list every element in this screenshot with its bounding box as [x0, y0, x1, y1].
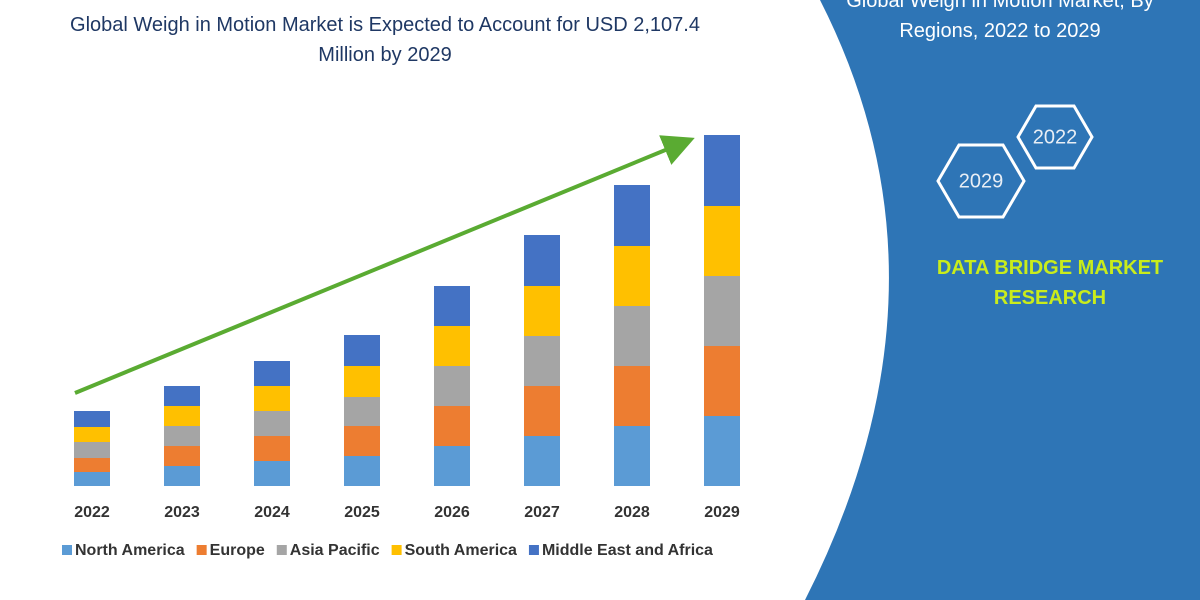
bar-segment	[254, 411, 290, 436]
x-tick-label: 2022	[74, 504, 110, 521]
x-tick-label: 2029	[704, 504, 740, 521]
bar-segment	[164, 426, 200, 446]
bar-segment	[524, 436, 560, 486]
bar-segment	[254, 461, 290, 486]
bar-segment	[344, 335, 380, 366]
bar-segment	[614, 185, 650, 246]
legend-swatch	[276, 545, 287, 555]
badge-label: 2022	[1033, 126, 1078, 148]
bar-segment	[434, 366, 470, 406]
legend-swatch	[528, 545, 539, 555]
hexagon	[1016, 104, 1094, 170]
bar-segment	[164, 406, 200, 426]
bar-segment	[704, 206, 740, 276]
hexagon	[936, 143, 1026, 219]
bar-segment	[434, 446, 470, 486]
bar-segment	[344, 456, 380, 486]
legend-label: North America	[75, 542, 185, 559]
legend-swatch	[391, 545, 402, 555]
bar-segment	[344, 397, 380, 426]
brand: DATA BRIDGE MARKET RESEARCH	[936, 257, 1164, 309]
bar-segment	[164, 386, 200, 406]
bar-segment	[74, 472, 110, 486]
badge-shapes	[936, 104, 1094, 219]
legend-swatch	[196, 545, 207, 555]
badge-label: 2029	[959, 170, 1004, 192]
bar-segment	[254, 361, 290, 386]
panel-title: Global Weigh in Motion Market, By Region…	[846, 0, 1154, 42]
bar-segment	[614, 366, 650, 426]
bar-segment	[254, 386, 290, 411]
bar-segment	[74, 458, 110, 472]
legend-swatch	[62, 545, 72, 555]
plot: 2022 2023 2024 2025 2026 2027 2028 2029 North Am…	[62, 135, 740, 559]
x-tick-label: 2023	[164, 504, 200, 521]
bar-segment	[704, 346, 740, 416]
x-tick-label: 2025	[344, 504, 380, 521]
legend-label: Middle East and Africa	[542, 542, 713, 559]
bar-segment	[524, 235, 560, 286]
bar-segment	[344, 426, 380, 456]
x-tick-label: 2028	[614, 504, 650, 521]
bar-segment	[704, 276, 740, 346]
bar-segment	[614, 426, 650, 486]
bar-segment	[74, 411, 110, 427]
legend-label: Europe	[210, 542, 265, 559]
bar-segment	[434, 286, 470, 326]
bar-segment	[434, 406, 470, 446]
bar-segment	[254, 436, 290, 461]
bar-segment	[524, 336, 560, 386]
x-tick-label: 2027	[524, 504, 560, 521]
growth-arrow	[74, 135, 695, 395]
bar-segment	[614, 306, 650, 366]
legend-label: South America	[405, 542, 517, 559]
chart-title: Global Weigh in Motion Market is Expecte…	[70, 14, 700, 66]
bar-segment	[74, 427, 110, 442]
bar-segment	[434, 326, 470, 366]
bar-segment	[164, 466, 200, 486]
bar-segment	[524, 386, 560, 436]
bar-segment	[74, 442, 110, 458]
x-tick-label: 2026	[434, 504, 470, 521]
bar-segment	[704, 416, 740, 486]
bar-segment	[344, 366, 380, 397]
side-panel	[805, 0, 1200, 600]
bar-segment	[524, 286, 560, 336]
legend-label: Asia Pacific	[290, 542, 380, 559]
bar-segment	[164, 446, 200, 466]
bar-segment	[704, 135, 740, 206]
x-tick-label: 2024	[254, 504, 290, 521]
bar-segment	[614, 246, 650, 306]
